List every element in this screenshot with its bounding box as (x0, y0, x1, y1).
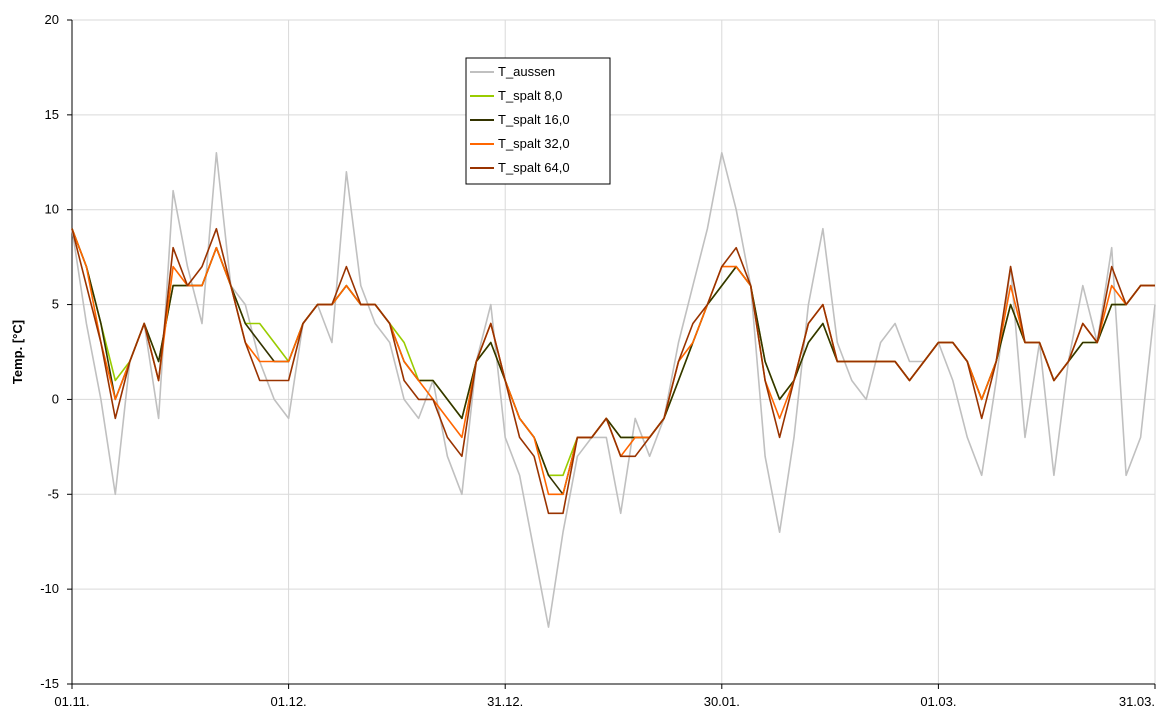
legend-label: T_spalt 32,0 (498, 136, 570, 151)
y-tick-label: 5 (52, 297, 59, 312)
y-tick-label: 10 (45, 202, 59, 217)
legend-label: T_aussen (498, 64, 555, 79)
y-tick-label: 0 (52, 391, 59, 406)
legend-label: T_spalt 16,0 (498, 112, 570, 127)
y-axis-title: Temp. [°C] (10, 320, 25, 384)
y-tick-label: 20 (45, 12, 59, 27)
x-tick-label: 30.01. (704, 694, 740, 709)
y-tick-label: -15 (40, 676, 59, 691)
series-line-t-spalt-64-0 (71, 227, 1155, 515)
y-tick-label: 15 (45, 107, 59, 122)
x-tick-label: 01.12. (271, 694, 307, 709)
y-tick-label: -10 (40, 581, 59, 596)
x-tick-label: 31.12. (487, 694, 523, 709)
legend-label: T_spalt 64,0 (498, 160, 570, 175)
y-tick-label: -5 (47, 486, 59, 501)
x-tick-label: 31.03. (1119, 694, 1155, 709)
legend-label: T_spalt 8,0 (498, 88, 562, 103)
plot-area (72, 20, 1155, 684)
x-tick-label: 01.03. (920, 694, 956, 709)
x-tick-label: 01.11. (54, 694, 89, 709)
